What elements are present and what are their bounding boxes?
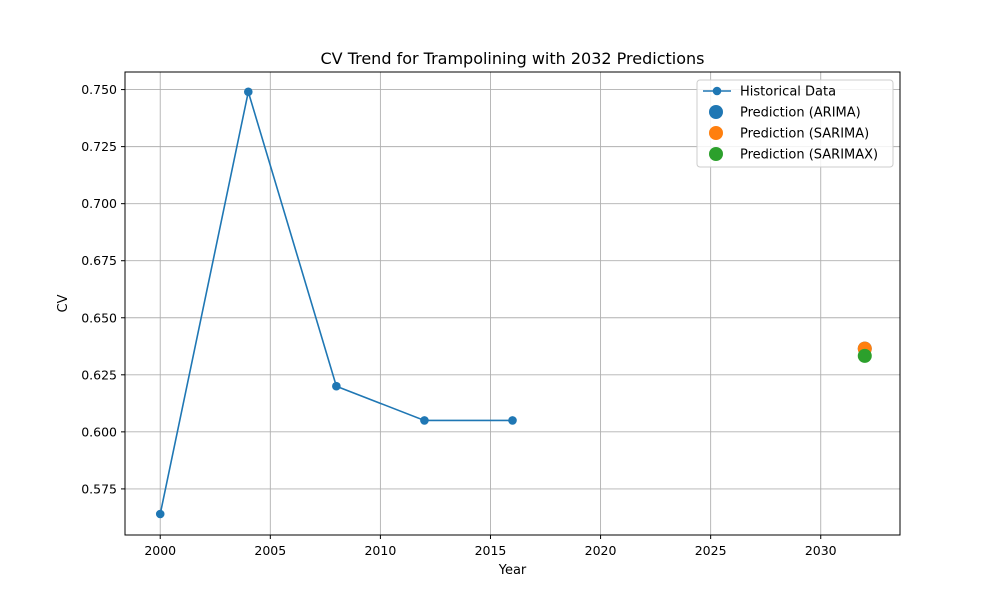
y-tick-label: 0.700 bbox=[81, 196, 117, 211]
y-tick-label: 0.625 bbox=[81, 367, 117, 382]
legend-label: Prediction (ARIMA) bbox=[740, 106, 861, 121]
chart-title: CV Trend for Trampolining with 2032 Pred… bbox=[320, 49, 704, 68]
y-tick-label: 0.600 bbox=[81, 424, 117, 439]
x-tick-label: 2020 bbox=[585, 543, 617, 558]
historical-data-point bbox=[155, 509, 165, 519]
y-tick-label: 0.750 bbox=[81, 82, 117, 97]
x-tick-label: 2025 bbox=[695, 543, 727, 558]
legend-point-swatch bbox=[709, 147, 723, 161]
prediction-point-3 bbox=[857, 348, 872, 363]
y-tick-label: 0.650 bbox=[81, 310, 117, 325]
historical-data-point bbox=[332, 381, 341, 391]
legend-label: Prediction (SARIMAX) bbox=[740, 148, 878, 163]
x-tick-label: 2015 bbox=[475, 543, 507, 558]
legend-point-swatch bbox=[709, 105, 723, 119]
legend-point-swatch bbox=[709, 126, 723, 140]
plot-series bbox=[155, 87, 872, 519]
y-tick-label: 0.575 bbox=[81, 481, 117, 496]
x-tick-label: 2030 bbox=[805, 543, 837, 558]
historical-data-point bbox=[243, 87, 253, 97]
legend-label: Prediction (SARIMA) bbox=[740, 127, 869, 142]
plot-frame bbox=[124, 71, 901, 536]
x-axis-title: Year bbox=[498, 563, 527, 578]
x-tick-label: 2005 bbox=[254, 543, 286, 558]
axis-ticks: 2000 2005 2010 2015 2020 2025 2030 0.575 0.600 0.… bbox=[81, 82, 836, 558]
legend-marker-swatch bbox=[712, 86, 722, 96]
y-axis-title: CV bbox=[56, 294, 71, 312]
y-tick-label: 0.675 bbox=[81, 253, 117, 268]
historical-data-line bbox=[159, 91, 513, 515]
legend-items: Historical Data Prediction (ARIMA) Predict… bbox=[703, 85, 878, 163]
y-tick-label: 0.725 bbox=[81, 139, 117, 154]
legend-label: Historical Data bbox=[740, 85, 836, 100]
x-tick-label: 2010 bbox=[364, 543, 396, 558]
legend-box bbox=[696, 79, 894, 168]
legend: Historical Data Prediction (ARIMA) Predict… bbox=[696, 79, 894, 168]
x-tick-label: 2000 bbox=[144, 543, 176, 558]
historical-data-point bbox=[420, 416, 429, 425]
historical-data-point bbox=[508, 416, 517, 425]
